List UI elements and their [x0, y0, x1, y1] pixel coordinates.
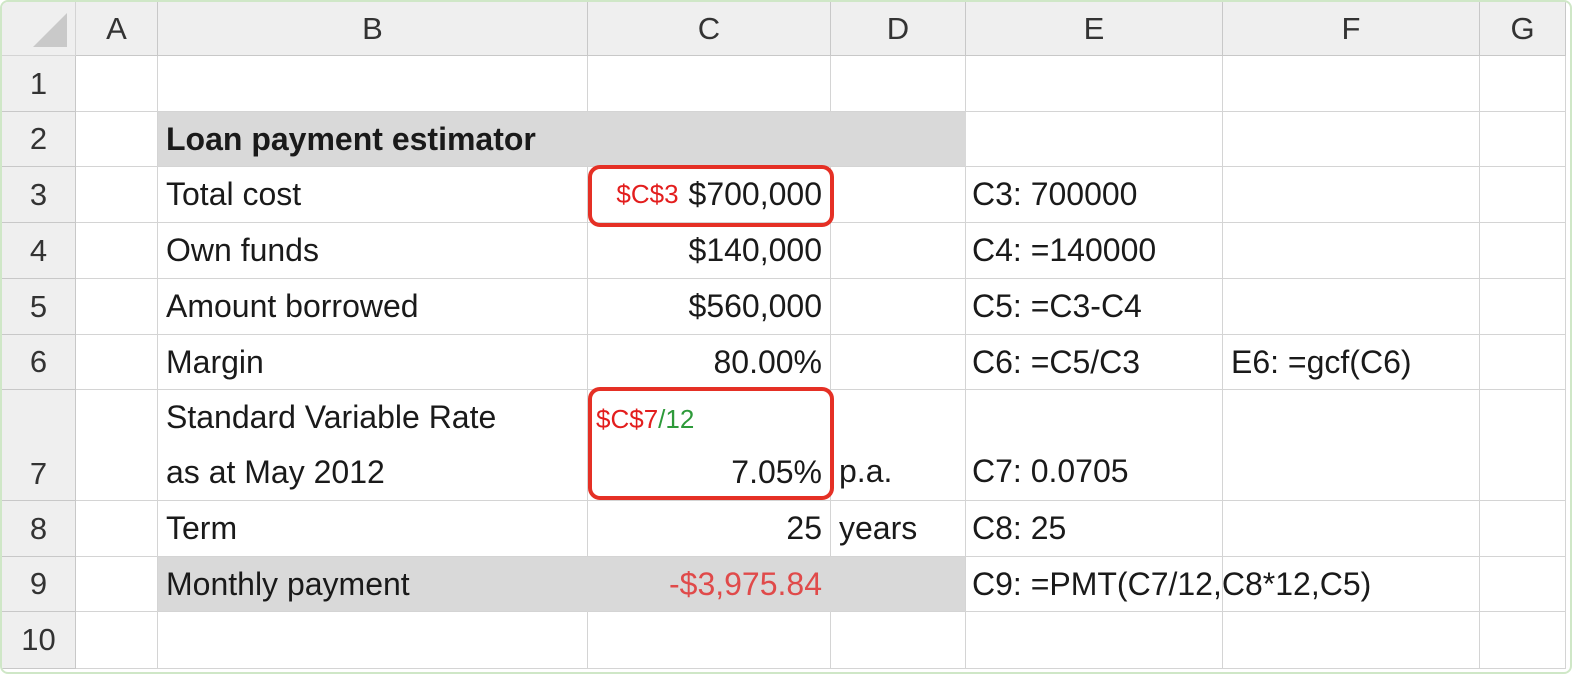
cell-b10[interactable] [158, 612, 588, 669]
cell-a1[interactable] [76, 56, 158, 112]
cell-d4[interactable] [831, 223, 966, 279]
cell-a2[interactable] [76, 112, 158, 167]
cell-e9[interactable]: C9: =PMT(C7/12,C8*12,C5) [966, 557, 1371, 612]
row-header-4[interactable]: 4 [2, 223, 76, 279]
cell-c4[interactable]: $140,000 [588, 223, 831, 279]
cell-g7[interactable] [1480, 390, 1566, 501]
cell-c7-reference-label: $C$7/12 [596, 404, 695, 434]
cell-e8[interactable]: C8: 25 [966, 501, 1223, 557]
row-header-8[interactable]: 8 [2, 501, 76, 557]
cell-f5[interactable] [1223, 279, 1480, 335]
select-all-corner[interactable] [2, 2, 76, 56]
cell-b2-title[interactable]: Loan payment estimator [158, 112, 966, 167]
cell-a6[interactable] [76, 335, 158, 390]
cell-c10[interactable] [588, 612, 831, 669]
cell-c9[interactable]: -$3,975.84 [588, 557, 831, 612]
row-header-10[interactable]: 10 [2, 612, 76, 669]
cell-c8[interactable]: 25 [588, 501, 831, 557]
cell-e5[interactable]: C5: =C3-C4 [966, 279, 1223, 335]
cell-c3[interactable]: $C$3 $700,000 [588, 167, 831, 223]
cell-a9[interactable] [76, 557, 158, 612]
cell-b3[interactable]: Total cost [158, 167, 588, 223]
cell-g3[interactable] [1480, 167, 1566, 223]
cell-b9[interactable]: Monthly payment [158, 557, 588, 612]
cell-e3[interactable]: C3: 700000 [966, 167, 1223, 223]
select-all-triangle-icon [33, 13, 67, 47]
cell-e7[interactable]: C7: 0.0705 [966, 390, 1223, 501]
cell-a4[interactable] [76, 223, 158, 279]
row-header-7[interactable]: 7 [2, 390, 76, 501]
cell-g10[interactable] [1480, 612, 1566, 669]
cell-f7[interactable] [1223, 390, 1480, 501]
cell-e2[interactable] [966, 112, 1223, 167]
cell-c7[interactable]: $C$7/12 7.05% [588, 390, 831, 501]
cell-g8[interactable] [1480, 501, 1566, 557]
cell-c3-value: $700,000 [688, 176, 822, 212]
cell-d5[interactable] [831, 279, 966, 335]
cell-e6[interactable]: C6: =C5/C3 [966, 335, 1223, 390]
cell-c6[interactable]: 80.00% [588, 335, 831, 390]
cell-d10[interactable] [831, 612, 966, 669]
cell-f9[interactable] [1223, 557, 1480, 612]
row-header-1[interactable]: 1 [2, 56, 76, 112]
cell-g4[interactable] [1480, 223, 1566, 279]
cell-b7-line2: as at May 2012 [166, 454, 385, 490]
row-header-2[interactable]: 2 [2, 112, 76, 167]
row-header-5[interactable]: 5 [2, 279, 76, 335]
cell-e4[interactable]: C4: =140000 [966, 223, 1223, 279]
cell-f3[interactable] [1223, 167, 1480, 223]
cell-d9[interactable] [831, 557, 966, 612]
cell-d1[interactable] [831, 56, 966, 112]
cell-a10[interactable] [76, 612, 158, 669]
cell-c3-reference-label: $C$3 [616, 179, 679, 209]
cell-f4[interactable] [1223, 223, 1480, 279]
cell-a3[interactable] [76, 167, 158, 223]
cell-c1[interactable] [588, 56, 831, 112]
cell-d6[interactable] [831, 335, 966, 390]
cell-c7-value: 7.05% [731, 454, 822, 490]
column-header-f[interactable]: F [1223, 2, 1480, 56]
column-header-g[interactable]: G [1480, 2, 1566, 56]
column-header-a[interactable]: A [76, 2, 158, 56]
cell-a8[interactable] [76, 501, 158, 557]
cell-f8[interactable] [1223, 501, 1480, 557]
cell-g1[interactable] [1480, 56, 1566, 112]
cell-a5[interactable] [76, 279, 158, 335]
cell-f10[interactable] [1223, 612, 1480, 669]
cell-g2[interactable] [1480, 112, 1566, 167]
cell-e1[interactable] [966, 56, 1223, 112]
cell-d7[interactable]: p.a. [831, 390, 966, 501]
cell-f6[interactable]: E6: =gcf(C6) [1223, 335, 1480, 390]
cell-g6[interactable] [1480, 335, 1566, 390]
cell-g9[interactable] [1480, 557, 1566, 612]
column-header-d[interactable]: D [831, 2, 966, 56]
cell-g5[interactable] [1480, 279, 1566, 335]
cell-b4[interactable]: Own funds [158, 223, 588, 279]
row-header-6[interactable]: 6 [2, 335, 76, 390]
cell-b1[interactable] [158, 56, 588, 112]
row-header-9[interactable]: 9 [2, 557, 76, 612]
column-header-c[interactable]: C [588, 2, 831, 56]
column-header-b[interactable]: B [158, 2, 588, 56]
column-header-e[interactable]: E [966, 2, 1223, 56]
cell-b6[interactable]: Margin [158, 335, 588, 390]
cell-b5[interactable]: Amount borrowed [158, 279, 588, 335]
cell-e10[interactable] [966, 612, 1223, 669]
cell-b8[interactable]: Term [158, 501, 588, 557]
row-header-3[interactable]: 3 [2, 167, 76, 223]
cell-c5[interactable]: $560,000 [588, 279, 831, 335]
cell-b7-line1: Standard Variable Rate [166, 399, 497, 435]
cell-d3[interactable] [831, 167, 966, 223]
cell-f2[interactable] [1223, 112, 1480, 167]
cell-a7[interactable] [76, 390, 158, 501]
cell-b7[interactable]: Standard Variable Rate as at May 2012 [158, 390, 588, 501]
cell-f1[interactable] [1223, 56, 1480, 112]
cell-d8[interactable]: years [831, 501, 966, 557]
